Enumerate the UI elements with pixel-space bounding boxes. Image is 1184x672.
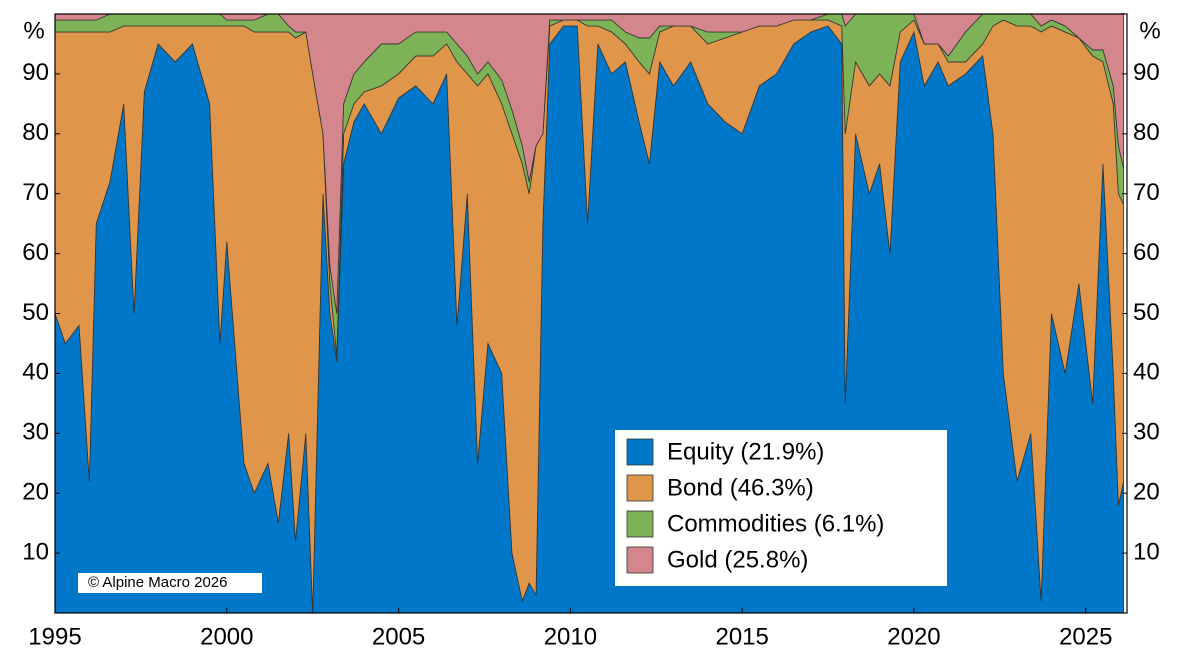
y-tick-label: 40 xyxy=(22,359,49,386)
legend-label: Bond (46.3%) xyxy=(667,474,814,501)
y-tick-label-right: 20 xyxy=(1133,479,1160,506)
y-tick-label: 30 xyxy=(22,419,49,446)
legend-swatch xyxy=(626,438,654,466)
y-tick-label-right: 80 xyxy=(1133,119,1160,146)
x-tick-label: 2020 xyxy=(887,623,940,650)
y-tick-label: 60 xyxy=(22,239,49,266)
y-axis-label-right: % xyxy=(1139,17,1160,44)
y-tick-label: 80 xyxy=(22,119,49,146)
x-tick-label: 2015 xyxy=(715,623,768,650)
legend-label: Commodities (6.1%) xyxy=(667,510,884,537)
legend-swatch xyxy=(626,510,654,538)
y-axis-label: % xyxy=(23,17,44,44)
legend-box xyxy=(615,430,947,586)
y-tick-label-right: 40 xyxy=(1133,359,1160,386)
x-tick-label: 2000 xyxy=(200,623,253,650)
y-tick-label: 10 xyxy=(22,538,49,565)
x-tick-label: 2025 xyxy=(1059,623,1112,650)
y-tick-label-right: 30 xyxy=(1133,419,1160,446)
legend-swatch xyxy=(626,546,654,574)
legend: Equity (21.9%) Bond (46.3%) Commodities (6… xyxy=(615,430,947,586)
y-tick-label-right: 90 xyxy=(1133,59,1160,86)
y-tick-label-right: 50 xyxy=(1133,299,1160,326)
y-tick-label-right: 60 xyxy=(1133,239,1160,266)
x-tick-label: 2005 xyxy=(372,623,425,650)
annotation: © Alpine Macro 2026 xyxy=(88,574,227,591)
y-tick-label: 20 xyxy=(22,479,49,506)
y-tick-label: 50 xyxy=(22,299,49,326)
x-tick-label: 2010 xyxy=(544,623,597,650)
legend-swatch xyxy=(626,474,654,502)
y-tick-label: 70 xyxy=(22,179,49,206)
annotation-box xyxy=(78,573,262,593)
y-tick-label: 90 xyxy=(22,59,49,86)
y-tick-label-right: 10 xyxy=(1133,538,1160,565)
x-tick-label: 1995 xyxy=(28,623,81,650)
y-tick-label-right: 70 xyxy=(1133,179,1160,206)
legend-label: Gold (25.8%) xyxy=(667,546,808,573)
legend-label: Equity (21.9%) xyxy=(667,438,824,465)
